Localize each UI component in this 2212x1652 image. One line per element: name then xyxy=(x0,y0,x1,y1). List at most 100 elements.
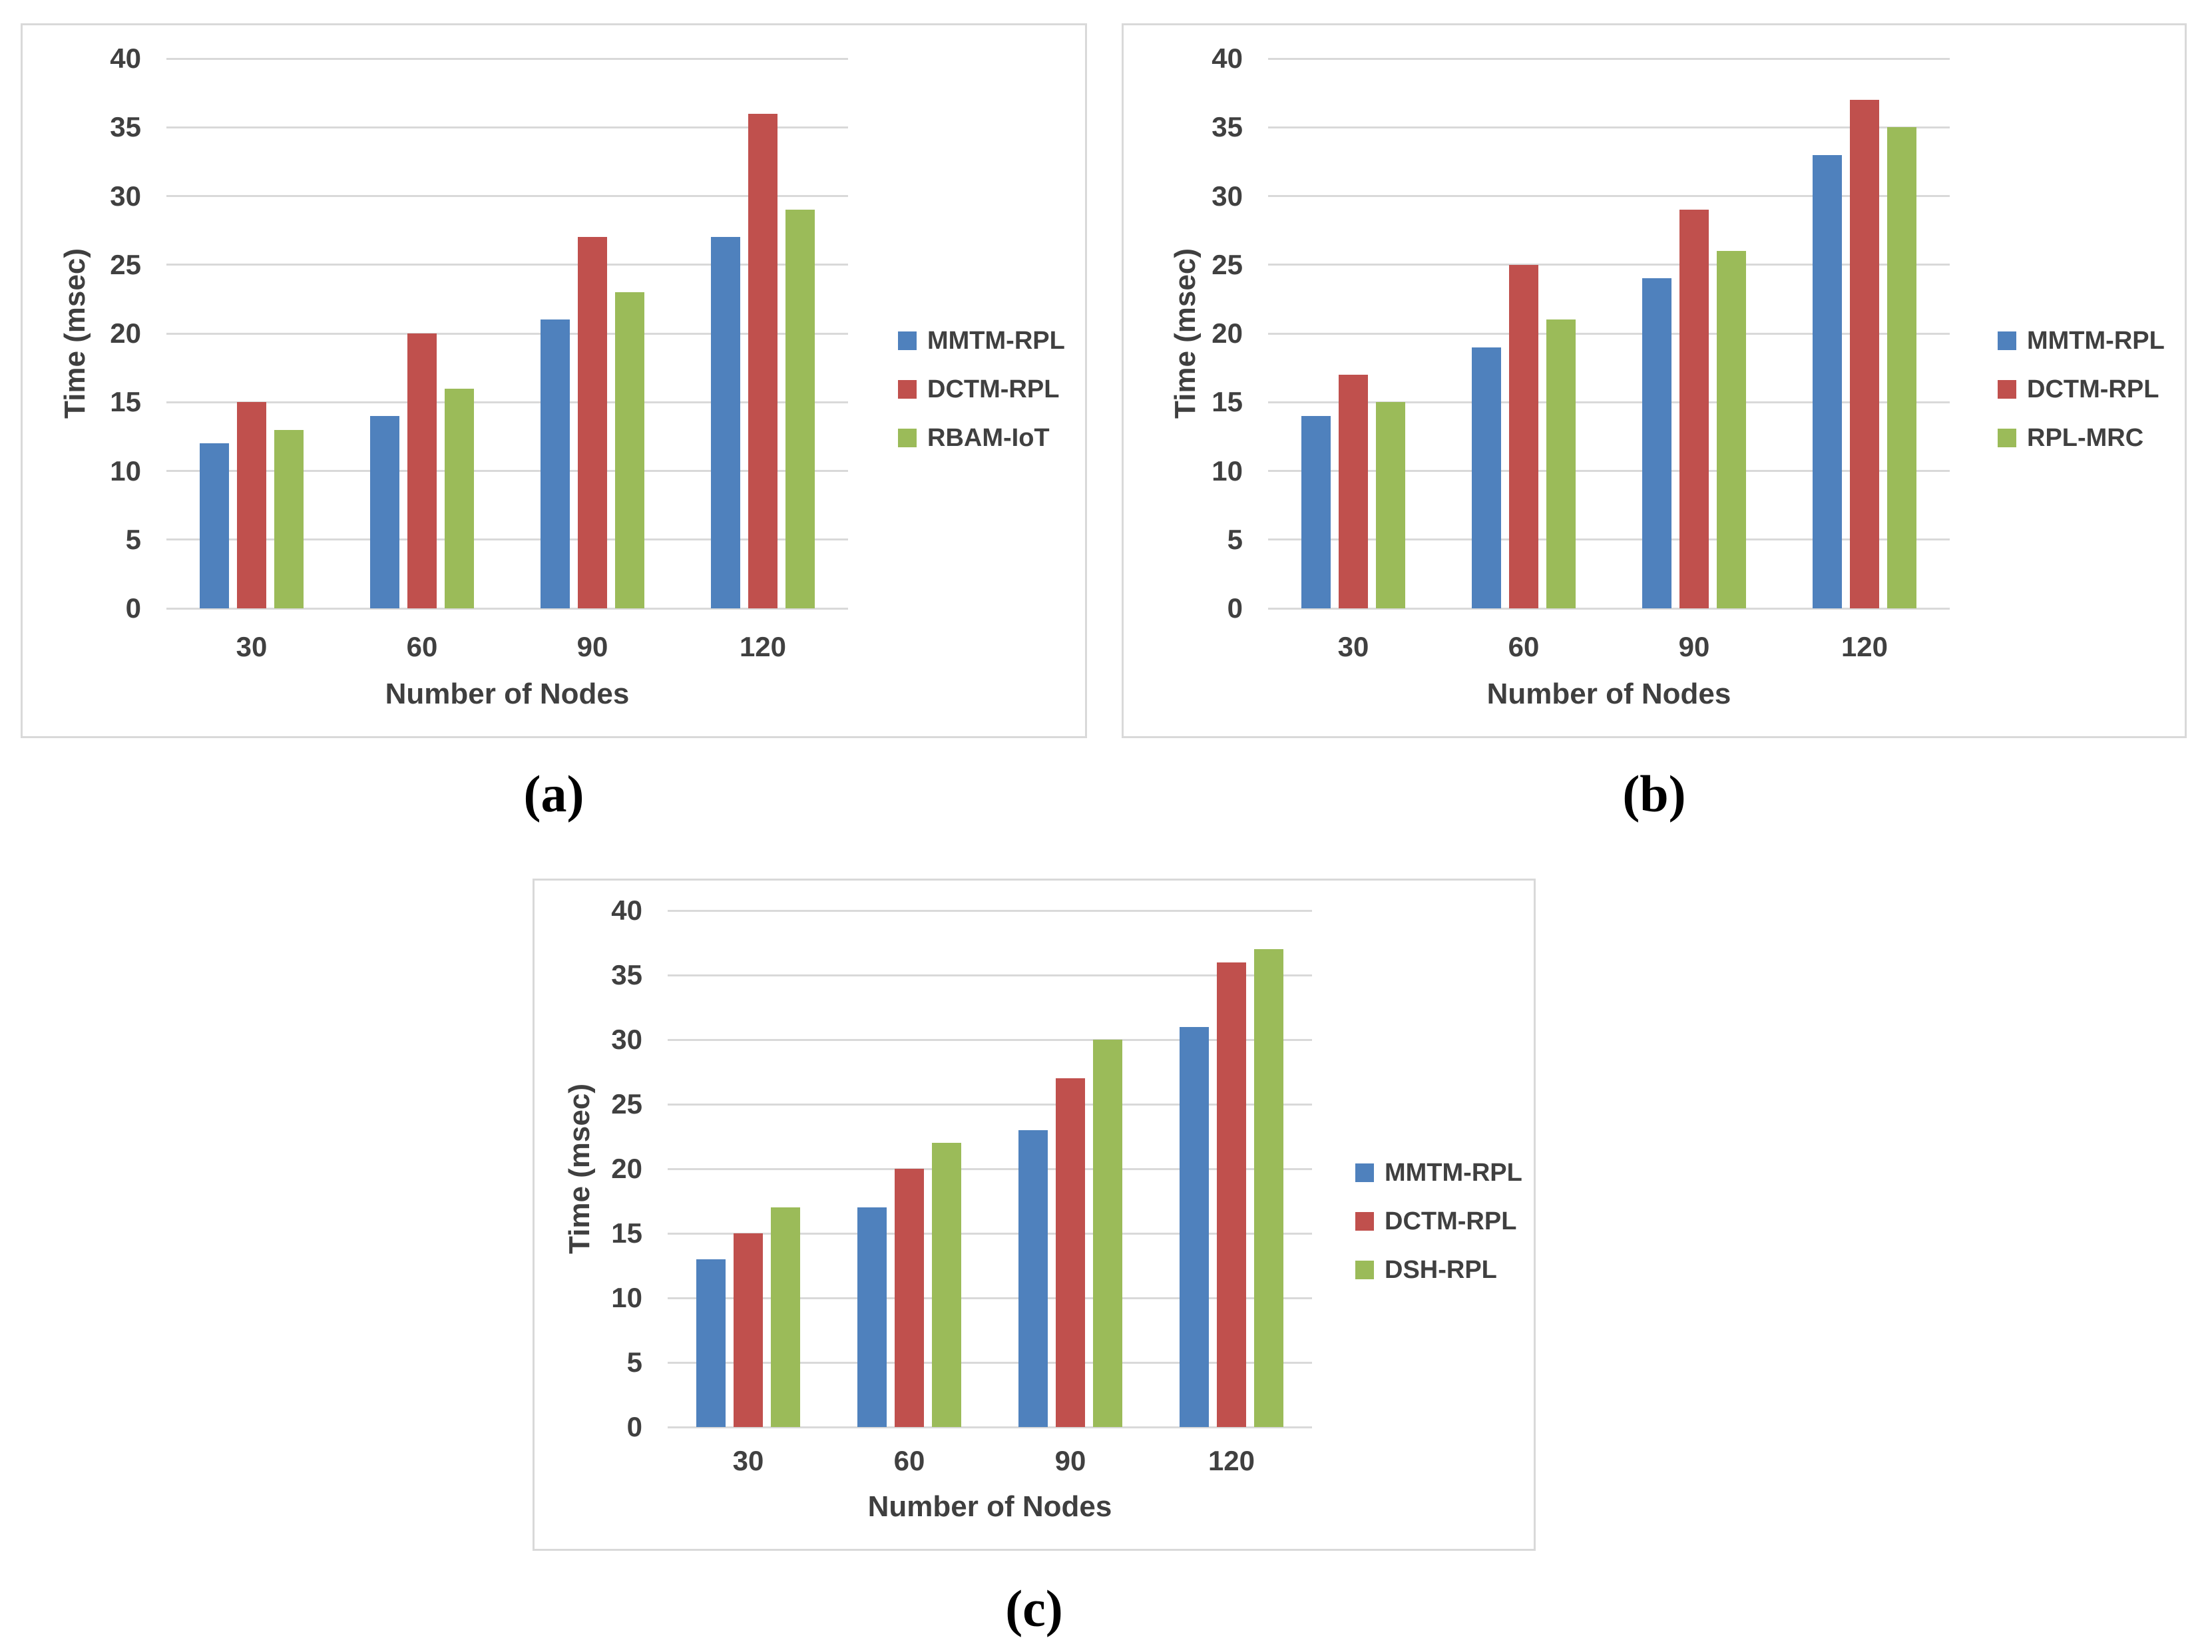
legend-swatch-DCTM-RPL xyxy=(1998,380,2016,399)
x-tick-label: 90 xyxy=(1678,631,1710,662)
y-tick-label: 40 xyxy=(110,43,141,74)
y-tick-label: 0 xyxy=(125,592,141,624)
gridline-0 xyxy=(166,607,848,610)
x-tick-label: 30 xyxy=(732,1445,764,1476)
y-tick-label: 40 xyxy=(1212,43,1243,74)
x-tick-label: 90 xyxy=(576,631,608,662)
legend-swatch-DCTM-RPL xyxy=(898,380,917,399)
legend-swatch-MMTM-RPL xyxy=(1998,331,2016,350)
y-tick-label: 35 xyxy=(110,111,141,143)
legend-item-DCTM-RPL: DCTM-RPL xyxy=(1355,1209,1516,1234)
legend-label: DCTM-RPL xyxy=(927,375,1060,403)
caption-b: (b) xyxy=(1622,765,1686,823)
gridline-15 xyxy=(166,401,848,403)
bar-RBAM-IoT-90 xyxy=(615,292,644,608)
bar-DCTM-RPL-60 xyxy=(895,1169,924,1427)
legend-label: MMTM-RPL xyxy=(1385,1159,1522,1187)
gridline-30 xyxy=(166,195,848,197)
gridline-25 xyxy=(668,1103,1312,1106)
bar-MMTM-RPL-90 xyxy=(541,319,570,608)
chart-b: 0 5 10 15 20 25 30 35 40 30 60 90 120 Number of Nodes… xyxy=(1124,25,2185,736)
bar-MMTM-RPL-30 xyxy=(1301,415,1331,608)
bar-DCTM-RPL-120 xyxy=(748,113,777,608)
legend-item-MMTM-RPL: MMTM-RPL xyxy=(898,328,1065,353)
bar-DCTM-RPL-120 xyxy=(1850,99,1879,608)
x-tick-label: 90 xyxy=(1054,1445,1086,1476)
y-tick-label: 30 xyxy=(1212,180,1243,212)
bar-MMTM-RPL-60 xyxy=(370,415,399,608)
bar-MMTM-RPL-120 xyxy=(1813,154,1842,608)
gridline-15 xyxy=(668,1232,1312,1235)
chart-a: 0 5 10 15 20 25 30 35 40 30 60 90 120 Number of Nodes… xyxy=(23,25,1085,736)
legend-swatch-MMTM-RPL xyxy=(1355,1163,1374,1182)
y-tick-label: 10 xyxy=(1212,455,1243,487)
legend-item-DCTM-RPL: DCTM-RPL xyxy=(1998,377,2159,402)
bar-DSH-RPL-120 xyxy=(1254,949,1283,1427)
y-tick-label: 25 xyxy=(110,248,141,280)
x-tick-label: 120 xyxy=(739,631,787,662)
legend-label: DCTM-RPL xyxy=(2027,375,2159,403)
y-axis-title: Time (msec) xyxy=(563,1084,596,1254)
gridline-5 xyxy=(1268,538,1950,541)
y-tick-label: 20 xyxy=(110,317,141,349)
gridline-40 xyxy=(1268,57,1950,60)
legend-item-RPL-MRC: RPL-MRC xyxy=(1998,425,2143,451)
gridline-5 xyxy=(668,1361,1312,1364)
x-axis-title: Number of Nodes xyxy=(867,1490,1112,1523)
chart-panel-b: 0 5 10 15 20 25 30 35 40 30 60 90 120 Number of Nodes… xyxy=(1122,23,2187,738)
legend-swatch-MMTM-RPL xyxy=(898,331,917,350)
bar-MMTM-RPL-120 xyxy=(711,237,740,608)
gridline-25 xyxy=(1268,264,1950,266)
gridline-30 xyxy=(1268,195,1950,197)
bar-RBAM-IoT-60 xyxy=(445,388,474,608)
legend-label: MMTM-RPL xyxy=(927,327,1065,355)
legend-item-DSH-RPL: DSH-RPL xyxy=(1355,1257,1497,1283)
y-tick-label: 35 xyxy=(611,959,642,990)
bar-DCTM-RPL-90 xyxy=(1056,1078,1085,1427)
bar-MMTM-RPL-30 xyxy=(200,443,229,608)
y-tick-label: 25 xyxy=(1212,248,1243,280)
y-tick-label: 0 xyxy=(626,1411,642,1442)
legend-item-RBAM-IoT: RBAM-IoT xyxy=(898,425,1050,451)
bar-MMTM-RPL-120 xyxy=(1180,1026,1209,1427)
gridline-5 xyxy=(166,538,848,541)
x-tick-label: 60 xyxy=(406,631,438,662)
bar-DCTM-RPL-90 xyxy=(1679,210,1709,608)
gridline-0 xyxy=(1268,607,1950,610)
plot-area: 0 5 10 15 20 25 30 35 40 30 60 90 120 Number of Nodes xyxy=(1212,45,1950,710)
bar-RPL-MRC-60 xyxy=(1546,319,1576,608)
y-tick-label: 5 xyxy=(626,1346,642,1378)
gridline-35 xyxy=(1268,126,1950,128)
bar-DCTM-RPL-120 xyxy=(1217,962,1246,1427)
chart-panel-c: 0 5 10 15 20 25 30 35 40 30 60 90 120 Number of Nodes… xyxy=(533,879,1536,1551)
plot-area: 0 5 10 15 20 25 30 35 40 30 60 90 120 Number of Nodes xyxy=(110,45,848,710)
chart-c: 0 5 10 15 20 25 30 35 40 30 60 90 120 Number of Nodes… xyxy=(535,881,1534,1549)
x-tick-label: 60 xyxy=(893,1445,925,1476)
bar-DCTM-RPL-60 xyxy=(407,333,437,608)
gridline-0 xyxy=(668,1426,1312,1428)
x-tick-label: 120 xyxy=(1208,1445,1255,1476)
gridline-10 xyxy=(668,1297,1312,1299)
bar-RBAM-IoT-120 xyxy=(785,210,815,608)
y-tick-label: 20 xyxy=(1212,317,1243,349)
legend-label: DSH-RPL xyxy=(1385,1256,1497,1284)
y-tick-label: 15 xyxy=(611,1217,642,1249)
gridline-20 xyxy=(668,1167,1312,1170)
legend-swatch-DCTM-RPL xyxy=(1355,1212,1374,1231)
bar-MMTM-RPL-90 xyxy=(1642,278,1671,608)
plot-area: 0 5 10 15 20 25 30 35 40 30 60 90 120 Number of Nodes xyxy=(611,897,1312,1523)
y-axis-title: Time (msec) xyxy=(59,248,91,419)
bar-DCTM-RPL-60 xyxy=(1509,264,1538,608)
x-tick-label: 30 xyxy=(1337,631,1369,662)
bar-MMTM-RPL-30 xyxy=(696,1259,726,1427)
gridline-15 xyxy=(1268,401,1950,403)
x-tick-label: 60 xyxy=(1508,631,1540,662)
gridline-30 xyxy=(668,1038,1312,1041)
gridline-25 xyxy=(166,264,848,266)
bar-MMTM-RPL-60 xyxy=(1472,347,1501,608)
bar-DCTM-RPL-30 xyxy=(734,1233,763,1427)
y-tick-label: 30 xyxy=(611,1024,642,1055)
x-axis-title: Number of Nodes xyxy=(1486,678,1731,710)
gridline-40 xyxy=(166,57,848,60)
y-tick-label: 0 xyxy=(1227,592,1243,624)
